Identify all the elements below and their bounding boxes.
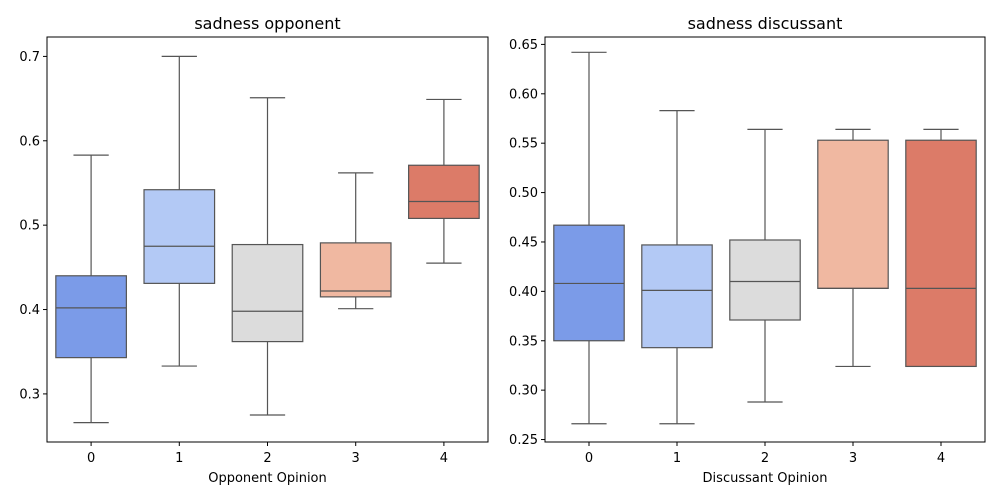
y-tick-label: 0.45 [509,235,538,250]
box-0 [553,51,625,425]
box-iqr [817,139,889,289]
y-tick-label: 0.6 [19,134,40,149]
x-tick-label: 2 [263,451,271,466]
y-tick-label: 0.65 [509,38,538,53]
box-iqr [641,244,713,349]
y-tick-label: 0.30 [509,384,538,399]
box-0 [55,154,127,424]
x-tick-label: 2 [761,451,769,466]
y-tick-label: 0.4 [19,303,40,318]
box-iqr [231,243,304,343]
x-axis-label: Discussant Opinion [703,471,828,486]
x-axis-label: Opponent Opinion [208,471,327,486]
y-tick-label: 0.5 [19,219,40,234]
box-3 [817,128,889,368]
box-4 [408,98,480,264]
y-tick-label: 0.40 [509,285,538,300]
panel-discussant: 0.25 0.30 0.35 0.40 0.45 0.50 0.55 0.60 0.65 0 1 2 3… [509,14,986,486]
chart-title: sadness discussant [688,14,843,33]
x-tick-label: 3 [849,451,857,466]
x-tick-label: 0 [87,451,95,466]
box-2 [231,97,304,416]
box-iqr [55,275,127,359]
x-tick-label: 1 [175,451,183,466]
box-4 [905,128,977,368]
chart-title: sadness opponent [194,14,340,33]
y-tick-label: 0.25 [509,433,538,448]
y-tick-label: 0.50 [509,186,538,201]
x-tick-label: 3 [352,451,360,466]
box-iqr [408,164,480,220]
x-tick-label: 1 [673,451,681,466]
box-2 [729,128,801,403]
y-tick-label: 0.35 [509,334,538,349]
box-iqr [319,242,392,298]
panel-opponent: 0.3 0.4 0.5 0.6 0.7 0 1 2 3 4 sadness opponent Oppo… [19,14,489,486]
box-1 [143,55,216,367]
box-1 [641,109,713,425]
y-tick-label: 0.7 [19,50,40,65]
x-tick-label: 4 [937,451,945,466]
box-iqr [905,139,977,368]
x-tick-label: 0 [585,451,593,466]
y-tick-label: 0.60 [509,87,538,102]
x-tick-label: 4 [440,451,448,466]
box-iqr [143,189,216,284]
y-tick-label: 0.55 [509,137,538,152]
box-iqr [729,239,801,321]
box-3 [319,172,392,310]
y-tick-label: 0.3 [19,387,40,402]
